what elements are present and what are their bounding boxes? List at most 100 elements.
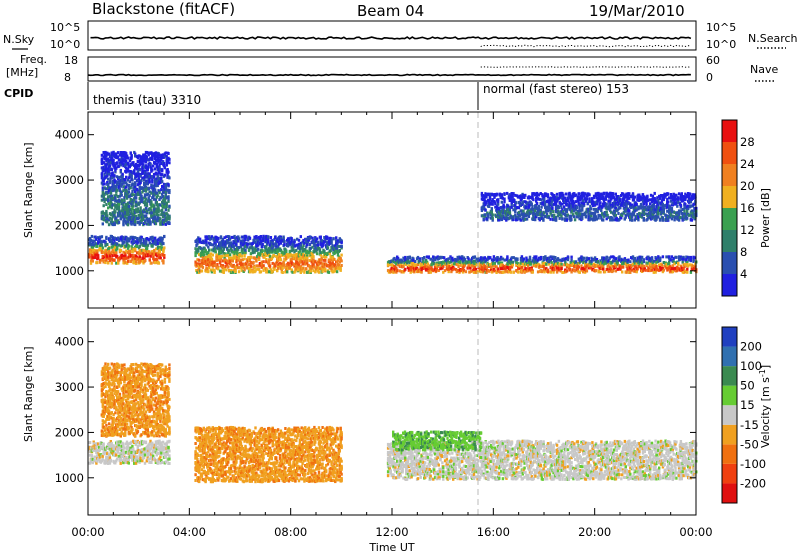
echo-cell	[158, 191, 160, 194]
echo-cell	[221, 255, 223, 258]
echo-cell	[127, 223, 129, 226]
echo-cell	[267, 236, 269, 239]
echo-cell	[492, 203, 494, 206]
date-label: 19/Mar/2010	[589, 2, 685, 20]
echo-cell	[106, 214, 108, 217]
echo-cell	[494, 201, 496, 204]
echo-cell	[305, 268, 307, 271]
nsky-label: N.Sky	[3, 33, 35, 46]
echo-cell	[219, 261, 221, 264]
echo-cell	[148, 187, 150, 190]
echo-cell	[521, 266, 523, 269]
echo-cell	[117, 261, 119, 264]
echo-cell	[166, 163, 168, 166]
echo-cell	[213, 269, 215, 272]
echo-cell	[580, 264, 582, 267]
echo-cell	[168, 205, 170, 208]
echo-cell	[128, 205, 130, 208]
echo-cell	[135, 200, 137, 203]
echo-cell	[115, 251, 117, 254]
freq-frame	[88, 57, 696, 81]
echo-cell	[516, 258, 518, 261]
echo-cell	[570, 259, 572, 262]
echo-cell	[286, 270, 288, 273]
echo-cell	[155, 222, 157, 225]
echo-cell	[293, 241, 295, 244]
echo-cell	[501, 193, 503, 196]
nave-tick-bottom: 0	[706, 71, 713, 84]
echo-cell	[168, 161, 170, 164]
echo-cell	[112, 158, 114, 161]
echo-cell	[497, 198, 499, 201]
echo-cell	[306, 257, 308, 260]
echo-cell	[282, 236, 284, 239]
echo-cell	[602, 268, 604, 271]
echo-cell	[566, 269, 568, 272]
freq-tick-bottom: 8	[64, 71, 71, 84]
echo-cell	[283, 243, 285, 246]
echo-cell	[512, 263, 514, 266]
echo-cell	[693, 256, 695, 259]
echo-cell	[340, 264, 342, 267]
echo-cell	[161, 168, 163, 171]
echo-cell	[497, 203, 499, 206]
echo-cell	[113, 259, 115, 262]
echo-cell	[103, 179, 105, 182]
echo-cell	[578, 266, 580, 269]
echo-cell	[503, 198, 505, 201]
echo-cell	[199, 238, 201, 241]
echo-cell	[216, 263, 218, 266]
echo-cell	[165, 208, 167, 211]
echo-cell	[135, 197, 137, 200]
echo-cell	[262, 264, 264, 267]
echo-cell	[622, 266, 624, 269]
echo-cell	[102, 222, 104, 225]
echo-cell	[506, 192, 508, 195]
echo-cell	[162, 250, 164, 253]
echo-cell	[277, 267, 279, 270]
echo-cell	[414, 260, 416, 263]
echo-cell	[283, 240, 285, 243]
echo-cell	[121, 194, 123, 197]
echo-cell	[526, 218, 528, 221]
echo-cell	[597, 261, 599, 264]
echo-cell	[207, 246, 209, 249]
echo-cell	[96, 261, 98, 264]
echo-cell	[492, 217, 494, 220]
echo-cell	[396, 269, 398, 272]
echo-cell	[645, 269, 647, 272]
echo-cell	[167, 183, 169, 186]
echo-cell	[134, 223, 136, 226]
cpid-label: CPID	[4, 87, 33, 100]
echo-cell	[123, 199, 125, 202]
cpid-left-text: themis (tau) 3310	[93, 93, 201, 107]
echo-cell	[167, 209, 169, 212]
echo-cell	[158, 262, 160, 265]
echo-cell	[330, 267, 332, 270]
echo-cell	[107, 198, 109, 201]
echo-cell	[484, 209, 486, 212]
nsearch-label: N.Search	[748, 32, 798, 45]
echo-cell	[130, 174, 132, 177]
echo-cell	[208, 249, 210, 252]
echo-cell	[162, 242, 164, 245]
echo-cell	[599, 271, 601, 274]
echo-cell	[227, 266, 229, 269]
echo-cell	[640, 259, 642, 262]
echo-cell	[130, 151, 132, 154]
echo-cell	[128, 245, 130, 248]
echo-cell	[167, 152, 169, 155]
echo-cell	[241, 255, 243, 258]
cpid-row: CPID themis (tau) 3310 normal (fast ster…	[4, 82, 629, 110]
echo-cell	[102, 247, 104, 250]
nave-tick-top: 60	[706, 54, 720, 67]
echo-cell	[105, 237, 107, 240]
echo-cell	[217, 237, 219, 240]
echo-cell	[148, 180, 150, 183]
echo-cell	[159, 251, 161, 254]
echo-cell	[512, 261, 514, 264]
echo-cell	[161, 180, 163, 183]
echo-cell	[103, 204, 105, 207]
